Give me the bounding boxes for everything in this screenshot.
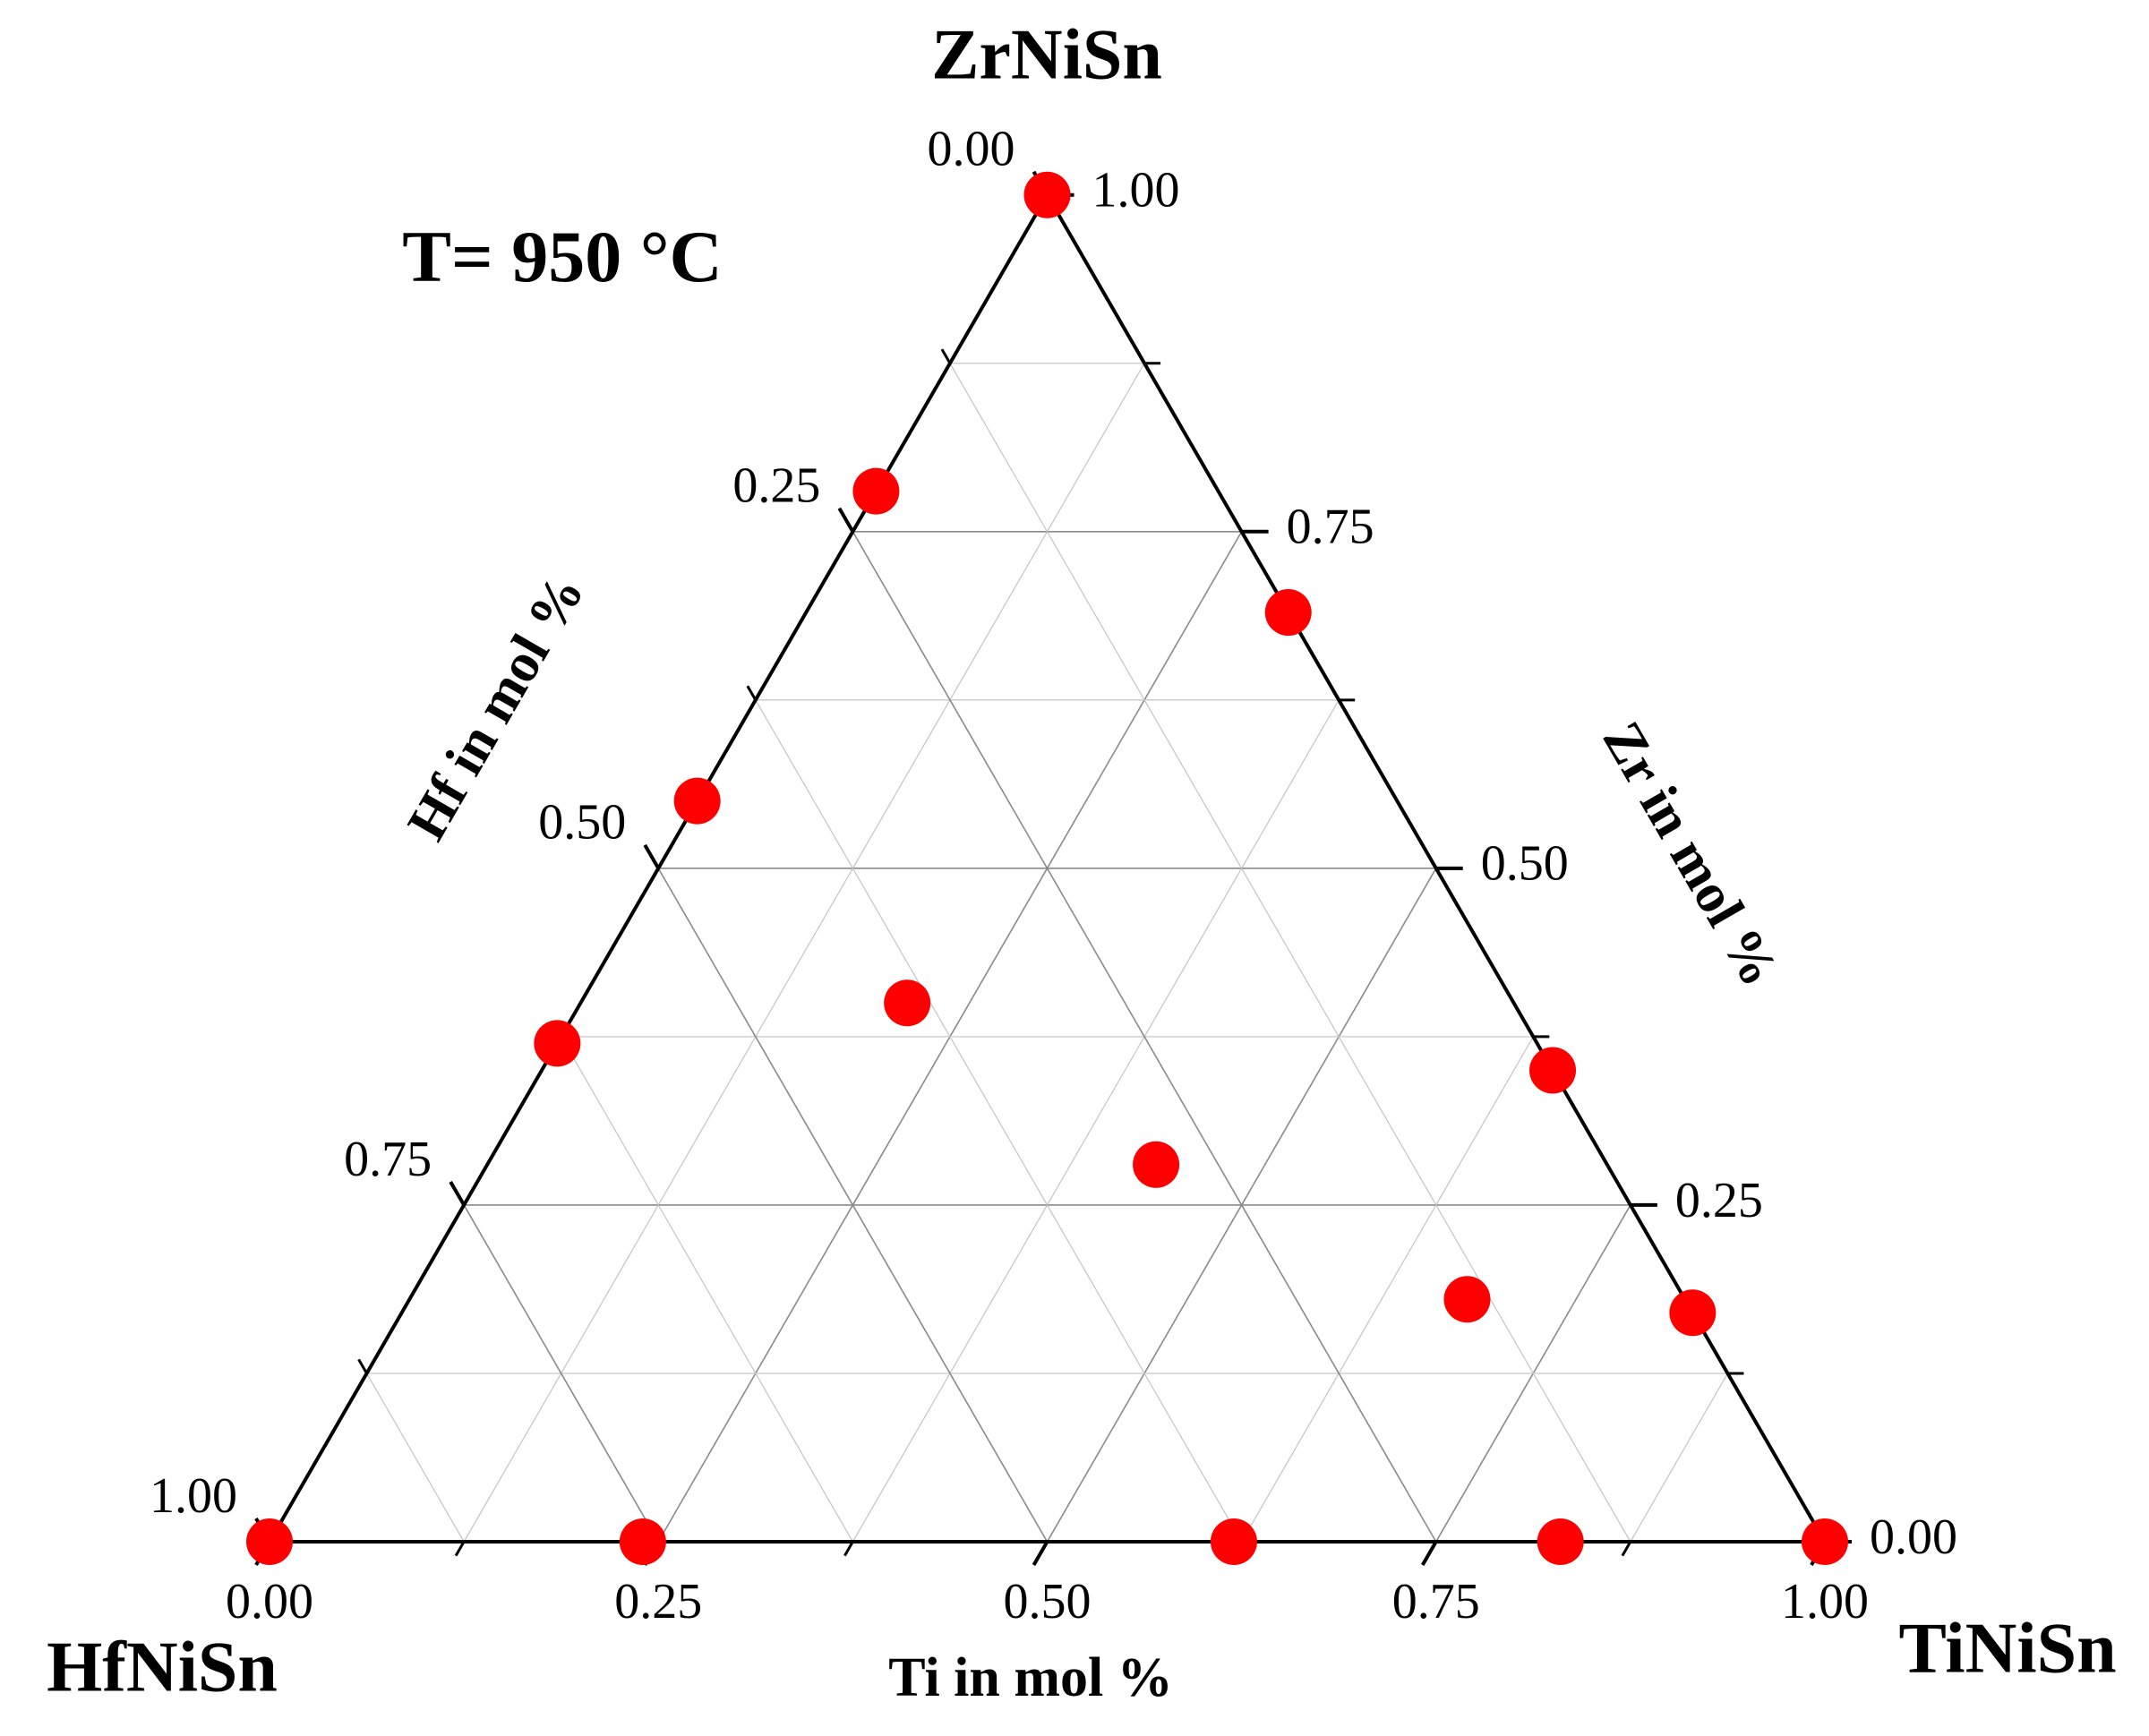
data-point xyxy=(1802,1518,1848,1565)
data-point xyxy=(1264,589,1312,637)
data-point xyxy=(852,467,900,515)
tick-mark xyxy=(837,507,855,533)
minor-tick-mark xyxy=(746,685,758,701)
minor-tick-mark xyxy=(1621,1541,1632,1557)
tick-label: 0.25 xyxy=(732,458,820,514)
tick-label: 0.75 xyxy=(1287,500,1374,555)
tick-label: 0.00 xyxy=(1870,1509,1957,1565)
data-point xyxy=(884,979,931,1027)
axis-title: Ti in mol % xyxy=(888,1647,1173,1708)
minor-tick-mark xyxy=(940,348,952,364)
tick-label: 1.00 xyxy=(150,1468,237,1524)
grid-line xyxy=(949,363,1631,1543)
grid-line xyxy=(852,699,1340,1543)
grid-line xyxy=(852,531,1437,1543)
tick-label: 0.50 xyxy=(538,795,626,851)
axis-title: Zr in mol % xyxy=(1591,712,1791,996)
tick-label: 0.00 xyxy=(226,1574,313,1629)
data-point xyxy=(1023,171,1071,218)
data-point xyxy=(1529,1047,1577,1094)
data-point xyxy=(1210,1518,1257,1565)
minor-tick-mark xyxy=(357,1358,368,1374)
tick-label: 0.50 xyxy=(1004,1574,1092,1629)
minor-tick-mark xyxy=(843,1541,854,1557)
tick-mark xyxy=(643,843,660,869)
tick-label: 1.00 xyxy=(1092,163,1180,218)
tick-mark xyxy=(1032,1540,1049,1566)
grid-line xyxy=(755,699,1243,1543)
tick-label: 0.00 xyxy=(928,122,1015,177)
data-point xyxy=(619,1518,666,1565)
grid-line xyxy=(1241,1036,1534,1543)
tick-label: 0.25 xyxy=(1675,1173,1763,1228)
tick-label: 1.00 xyxy=(1781,1574,1869,1629)
tick-mark xyxy=(449,1180,466,1206)
data-point xyxy=(246,1518,293,1565)
grid-line xyxy=(463,1204,659,1543)
tick-mark xyxy=(1421,1540,1438,1566)
grid-line xyxy=(561,1036,853,1543)
grid-line xyxy=(463,363,1145,1543)
data-point xyxy=(1443,1276,1491,1323)
data-point xyxy=(534,1020,581,1067)
tick-label: 0.75 xyxy=(344,1132,432,1187)
tick-label: 0.75 xyxy=(1392,1574,1480,1629)
grid-line xyxy=(365,1373,465,1543)
data-point xyxy=(673,777,721,825)
data-point xyxy=(1669,1289,1717,1337)
minor-tick-mark xyxy=(454,1541,466,1557)
tick-label: 0.50 xyxy=(1481,836,1569,892)
vertex-label: HfNiSn xyxy=(47,1628,278,1706)
vertex-label: TiNiSn xyxy=(1898,1609,2116,1688)
chart-title: T= 950 °C xyxy=(402,216,722,297)
data-point xyxy=(1133,1141,1180,1188)
vertex-label: ZrNiSn xyxy=(931,15,1162,94)
grid-line xyxy=(657,868,1049,1543)
tick-label: 0.25 xyxy=(614,1574,702,1629)
data-point xyxy=(1537,1518,1584,1565)
grid-line xyxy=(1630,1373,1729,1543)
